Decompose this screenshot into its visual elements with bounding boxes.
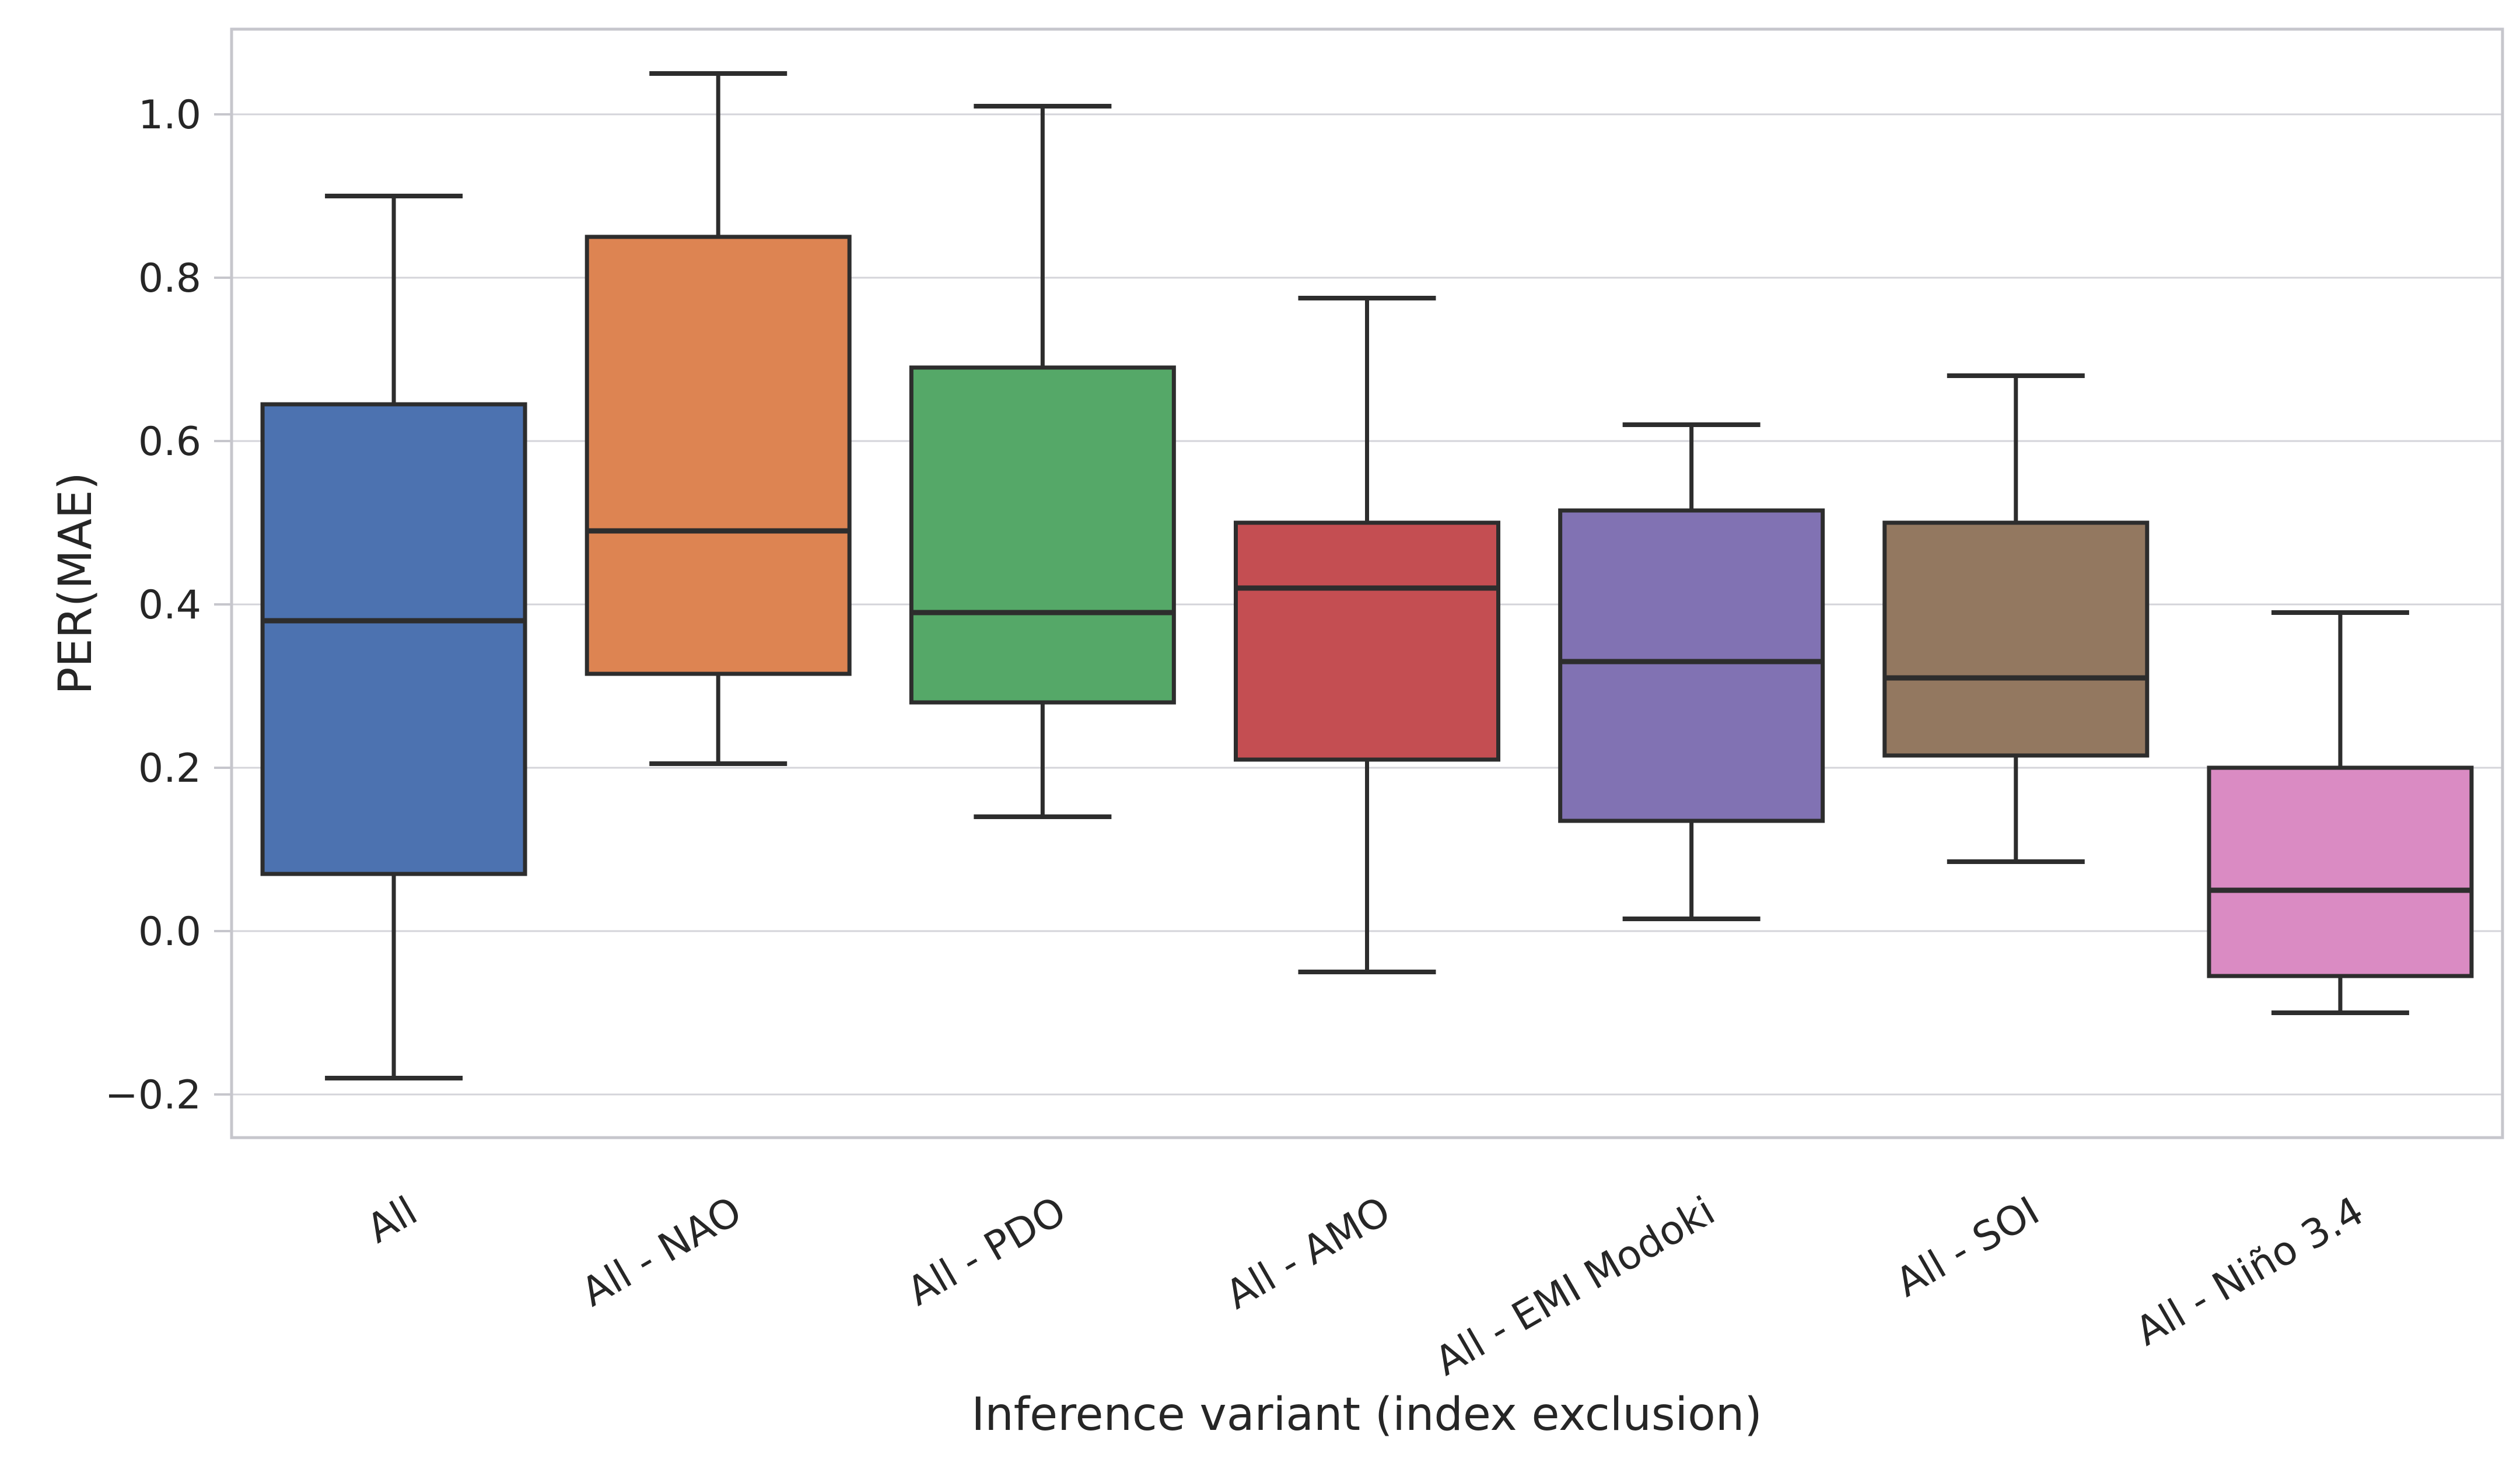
iqr-box	[1234, 520, 1500, 762]
y-tick-label: 1.0	[138, 92, 201, 138]
y-tick-label: 0.8	[138, 256, 201, 302]
y-tick-label: 0.2	[138, 746, 201, 792]
iqr-box	[2207, 765, 2474, 978]
box-group-all-pdo	[909, 104, 1176, 819]
iqr-box	[1558, 508, 1825, 823]
x-tick-label: All - NAO	[574, 1188, 750, 1316]
iqr-box	[909, 365, 1176, 705]
x-tick-label: All	[359, 1188, 425, 1253]
x-tick-label: All - Niño 3.4	[2128, 1188, 2371, 1355]
x-tick-label: All - PDO	[900, 1188, 1073, 1315]
y-axis-title: PER(MAE)	[50, 472, 102, 695]
y-tick-label: 0.6	[138, 419, 201, 465]
iqr-box	[260, 402, 527, 876]
box-group-all-amo	[1234, 296, 1500, 974]
box-group-all-nao	[584, 71, 852, 766]
box-group-all-ni-o-3-4	[2207, 610, 2474, 1015]
y-tick-label: 0.4	[138, 582, 201, 628]
x-tick-label: All - SOI	[1888, 1188, 2047, 1306]
iqr-box	[1882, 520, 2150, 758]
x-tick-label: All - AMO	[1218, 1188, 1398, 1318]
box-group-all-soi	[1882, 373, 2150, 864]
box-group-all-emi-modoki	[1558, 422, 1825, 921]
x-tick-label: All - EMI Modoki	[1427, 1188, 1723, 1385]
plot-frame	[230, 27, 2504, 1139]
x-axis-title: Inference variant (index exclusion)	[971, 1388, 1762, 1441]
y-tick-label: −0.2	[105, 1072, 201, 1118]
y-tick-label: 0.0	[138, 909, 201, 955]
box-group-all	[260, 194, 527, 1080]
iqr-box	[584, 235, 852, 676]
